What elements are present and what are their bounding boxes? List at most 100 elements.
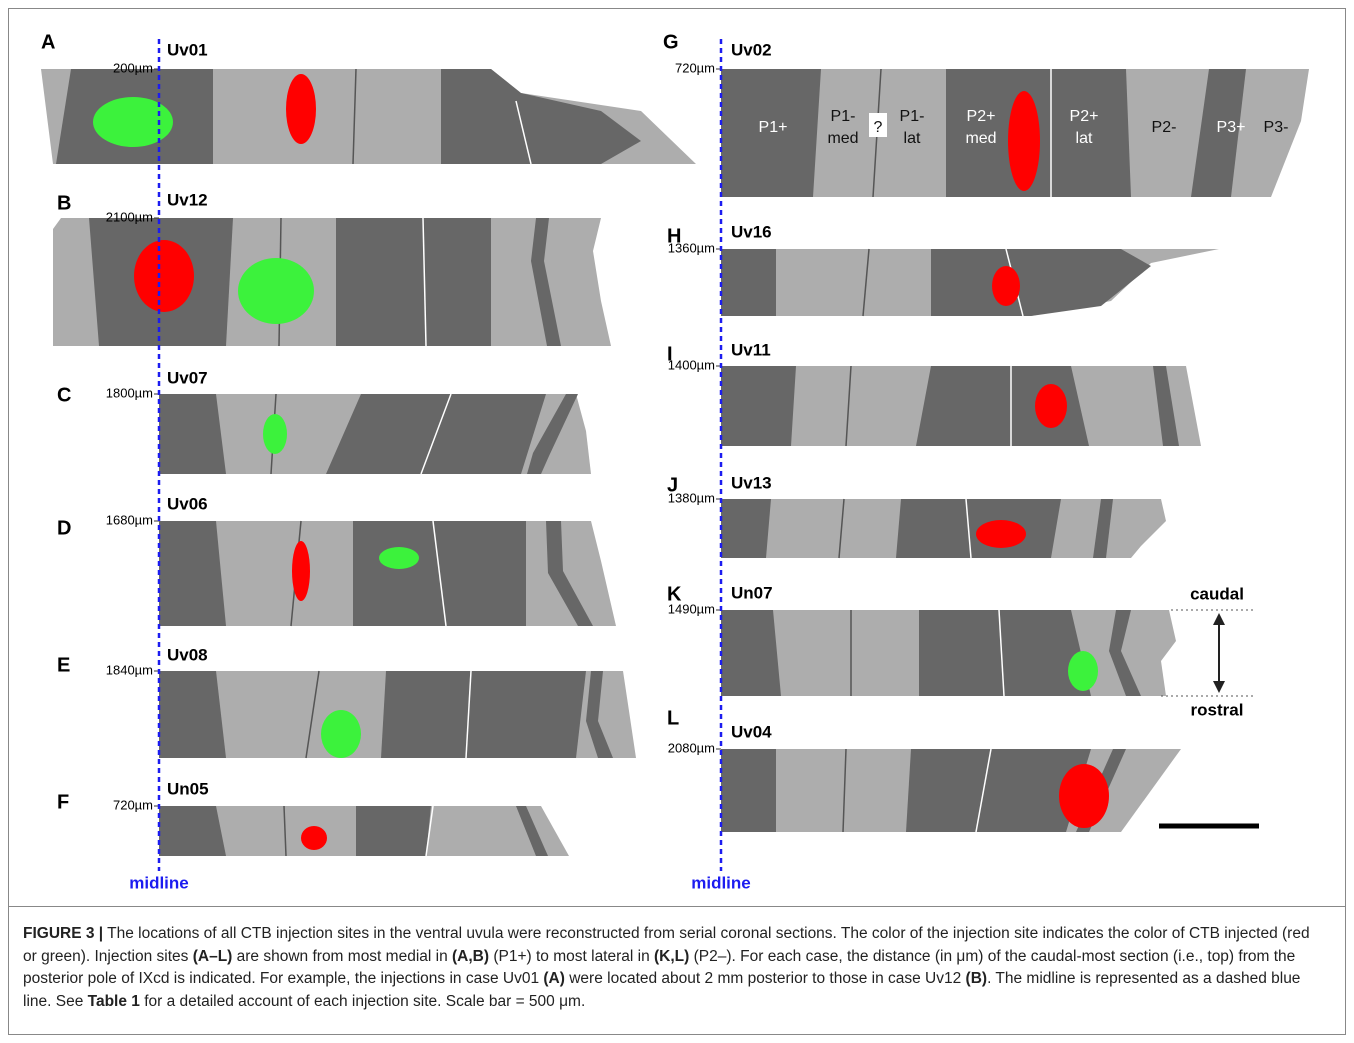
rostral-label: rostral <box>1191 700 1244 719</box>
depth-label: 1360µm <box>668 240 715 255</box>
depth-label: 200µm <box>113 60 153 75</box>
depth-label: 1400µm <box>668 357 715 372</box>
zone-label: P2+ <box>967 108 996 125</box>
injection-site <box>93 97 173 147</box>
unknown-box <box>869 113 887 137</box>
band-boundary <box>422 217 427 347</box>
panel-letter: D <box>57 517 71 539</box>
case-name: Uv13 <box>731 473 772 492</box>
case-name: Un05 <box>167 779 209 798</box>
figure: A Uv01 200µm B Uv12 2100µm C Uv07 1800µm D Uv06 168… <box>8 8 1346 1035</box>
injection-site <box>1035 384 1067 428</box>
zebrin-band <box>721 366 796 446</box>
zebrin-band <box>1191 69 1246 197</box>
caption-text: (A) <box>543 970 565 988</box>
zebrin-band <box>1109 610 1141 696</box>
zone-label: P2+ <box>1070 108 1099 125</box>
zone-label: lat <box>904 130 921 147</box>
injection-site <box>263 414 287 454</box>
zebrin-band <box>441 69 641 164</box>
case-name: Uv12 <box>167 190 208 209</box>
panel-letter: L <box>667 707 679 729</box>
arrow-head <box>1213 681 1225 693</box>
zebrin-band <box>159 671 226 758</box>
band-boundary <box>352 68 357 165</box>
zebrin-band <box>919 610 1091 696</box>
zone-label: P3+ <box>1217 119 1246 136</box>
injection-site <box>992 266 1020 306</box>
zebrin-band <box>721 249 776 316</box>
midline-label: midline <box>691 873 751 892</box>
injection-site <box>238 258 314 324</box>
zebrin-band <box>721 749 776 832</box>
injection-site <box>292 541 310 601</box>
band-boundary <box>305 670 320 759</box>
caption-text: FIGURE 3 | <box>23 925 104 942</box>
depth-label: 720µm <box>113 797 153 812</box>
zebrin-band <box>381 671 586 758</box>
band-boundary <box>283 805 287 857</box>
zone-label: med <box>827 130 858 147</box>
zone-label: med <box>965 130 996 147</box>
caption-text: for a detailed account of each injection… <box>139 992 586 1010</box>
caption-text: Table 1 <box>87 992 140 1010</box>
injection-site <box>379 547 419 569</box>
injection-site <box>1008 91 1040 191</box>
band-boundary <box>862 248 870 317</box>
zebrin-band <box>531 218 561 346</box>
caption-text: (A–L) <box>192 947 233 965</box>
caption-text: (K,L) <box>654 947 690 965</box>
zone-label: lat <box>1076 130 1093 147</box>
depth-label: 1680µm <box>106 512 153 527</box>
depth-label: 720µm <box>675 60 715 75</box>
zebrin-band <box>721 610 781 696</box>
zone-label: P1- <box>900 108 925 125</box>
injection-site <box>1059 764 1109 828</box>
caption-text: (B) <box>965 970 988 988</box>
case-name: Un07 <box>731 583 773 602</box>
case-name: Uv04 <box>731 722 772 741</box>
depth-label: 2080µm <box>668 740 715 755</box>
band-boundary <box>432 520 447 627</box>
band-boundary <box>998 609 1005 697</box>
injection-site <box>1068 651 1098 691</box>
figure-diagram: A Uv01 200µm B Uv12 2100µm C Uv07 1800µm D Uv06 168… <box>41 31 1309 892</box>
caption-text: (A,B) <box>452 947 490 965</box>
injection-site <box>321 710 361 758</box>
zone-label: P1- <box>831 108 856 125</box>
injection-site <box>976 520 1026 548</box>
depth-label: 1380µm <box>668 490 715 505</box>
caption-text: are shown from most medial in <box>232 947 453 965</box>
depth-label: 1840µm <box>106 662 153 677</box>
canvas: A Uv01 200µm B Uv12 2100µm C Uv07 1800µm D Uv06 168… <box>41 31 1309 892</box>
panel-letter: F <box>57 791 69 813</box>
panel-letter: B <box>57 192 71 214</box>
band-boundary <box>842 748 847 833</box>
caption-text: (P1+) to most lateral in <box>489 947 655 965</box>
caption-text: . The midline is represented as a dashed… <box>23 970 1301 1010</box>
caudal-label: caudal <box>1190 584 1244 603</box>
zebrin-band <box>1093 499 1113 558</box>
case-name: Uv01 <box>167 40 208 59</box>
case-name: Uv11 <box>731 340 771 359</box>
zone-label: P1+ <box>759 119 788 136</box>
zebrin-band <box>721 499 771 558</box>
depth-label: 1490µm <box>668 601 715 616</box>
panel-letter: K <box>667 583 682 605</box>
depth-label: 2100µm <box>106 209 153 224</box>
panel-letter: G <box>663 31 679 53</box>
caption-text: (P2–). For each case, the distance (in μ… <box>23 947 1296 988</box>
band-boundary <box>515 100 532 165</box>
midline-label: midline <box>129 873 189 892</box>
panel-letter: C <box>57 384 71 406</box>
panel-letter: J <box>667 474 678 496</box>
zebrin-band <box>586 671 613 758</box>
zebrin-band <box>546 521 593 626</box>
caption-text: The locations of all CTB injection sites… <box>23 925 1310 965</box>
band-boundary <box>845 365 852 447</box>
injection-site <box>301 826 327 850</box>
band-boundary <box>465 670 472 759</box>
zebrin-band <box>527 394 578 474</box>
panel-letter: A <box>41 31 55 53</box>
zebrin-band <box>1153 366 1179 446</box>
